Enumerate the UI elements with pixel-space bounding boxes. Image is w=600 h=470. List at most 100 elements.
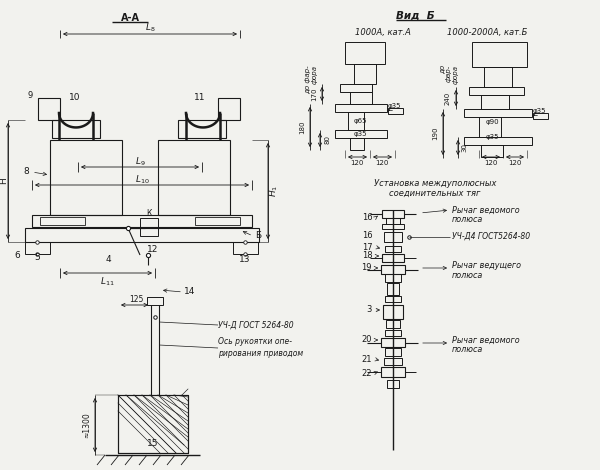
Bar <box>52 120 100 138</box>
Text: 22: 22 <box>361 368 372 377</box>
Bar <box>387 380 399 388</box>
Text: 5: 5 <box>34 253 40 263</box>
Text: 3: 3 <box>367 306 372 314</box>
Bar <box>386 218 400 224</box>
Text: 9: 9 <box>28 91 32 100</box>
Text: полюса: полюса <box>452 214 483 224</box>
Bar <box>25 228 259 242</box>
Bar <box>350 92 372 104</box>
Bar <box>335 130 387 138</box>
Text: φ35: φ35 <box>387 103 401 109</box>
Bar <box>140 218 158 236</box>
Bar <box>382 224 404 229</box>
Bar <box>381 338 405 347</box>
Text: 11: 11 <box>194 93 206 102</box>
Text: до фар-: до фар- <box>305 65 311 94</box>
Bar <box>385 246 401 252</box>
Bar <box>25 242 50 254</box>
Text: Ось рукоятки опе-: Ось рукоятки опе- <box>218 337 292 346</box>
Bar <box>50 140 122 215</box>
Text: фора: фора <box>312 65 318 84</box>
Bar <box>464 109 532 117</box>
Text: $L_{11}$: $L_{11}$ <box>100 276 114 288</box>
Bar <box>381 367 405 377</box>
Text: $L_9$: $L_9$ <box>134 156 145 168</box>
Bar <box>385 330 401 336</box>
Text: 80: 80 <box>324 135 330 144</box>
Text: φ35: φ35 <box>532 108 546 114</box>
Text: Б: Б <box>255 232 261 241</box>
Text: 170: 170 <box>311 87 317 101</box>
Text: 10: 10 <box>69 93 81 102</box>
Bar <box>348 112 364 130</box>
Bar <box>195 217 240 225</box>
Bar <box>464 137 532 145</box>
Bar <box>385 296 401 302</box>
Bar <box>233 242 258 254</box>
Bar <box>382 210 404 218</box>
Bar <box>340 84 372 92</box>
Text: рирования приводом: рирования приводом <box>218 348 303 358</box>
Text: 20: 20 <box>361 336 372 345</box>
Text: 18: 18 <box>362 251 373 260</box>
Text: φ90: φ90 <box>485 119 499 125</box>
Text: 12: 12 <box>148 245 158 254</box>
Text: УЧ-Д ГОСТ 5264-80: УЧ-Д ГОСТ 5264-80 <box>218 321 293 329</box>
Bar <box>388 108 403 114</box>
Bar <box>387 283 399 295</box>
Text: полюса: полюса <box>452 345 483 353</box>
Text: К: К <box>146 210 152 219</box>
Text: УЧ-Д4 ГОСТ5264-80: УЧ-Д4 ГОСТ5264-80 <box>452 232 530 241</box>
Text: 30: 30 <box>461 143 467 152</box>
Bar <box>472 42 527 67</box>
Bar <box>354 64 376 84</box>
Text: 190: 190 <box>432 126 438 140</box>
Text: $L_{10}$: $L_{10}$ <box>134 174 149 186</box>
Text: $L_8$: $L_8$ <box>145 22 155 34</box>
Bar <box>350 138 364 150</box>
Bar <box>469 87 524 95</box>
Text: фар-: фар- <box>446 65 452 82</box>
Bar <box>335 104 387 112</box>
Text: 17: 17 <box>362 243 373 251</box>
Text: Установка междуполюсных: Установка междуполюсных <box>374 179 496 188</box>
Text: Рычаг ведущего: Рычаг ведущего <box>452 261 521 271</box>
Bar <box>118 395 188 453</box>
Bar <box>385 274 401 282</box>
Text: 13: 13 <box>239 256 251 265</box>
Text: 120: 120 <box>484 160 497 166</box>
Text: Рычаг ведомого: Рычаг ведомого <box>452 205 520 214</box>
Bar <box>158 140 230 215</box>
Text: 16: 16 <box>362 230 373 240</box>
Text: $H_1$: $H_1$ <box>268 185 280 197</box>
Text: 21: 21 <box>361 354 372 363</box>
Bar <box>381 265 405 274</box>
Bar <box>345 42 385 64</box>
Text: 4: 4 <box>105 256 111 265</box>
Bar <box>178 120 226 138</box>
Text: соединительных тяг: соединительных тяг <box>389 188 481 197</box>
Bar <box>386 320 400 328</box>
Text: 16: 16 <box>362 213 373 222</box>
Text: 120: 120 <box>376 160 389 166</box>
Text: 1000-2000А, кат.Б: 1000-2000А, кат.Б <box>447 28 527 37</box>
Bar <box>218 98 240 120</box>
Text: 125: 125 <box>129 295 143 304</box>
Text: 120: 120 <box>508 160 521 166</box>
Bar <box>147 297 163 305</box>
Bar <box>479 117 501 137</box>
Text: до: до <box>439 65 445 74</box>
Bar <box>533 113 548 119</box>
Bar <box>32 215 252 227</box>
Bar <box>383 305 403 319</box>
Text: фора: фора <box>453 65 459 84</box>
Text: Рычаг ведомого: Рычаг ведомого <box>452 336 520 345</box>
Text: H: H <box>0 178 8 184</box>
Text: 14: 14 <box>184 288 196 297</box>
Text: φ65: φ65 <box>353 118 367 124</box>
Text: φ35: φ35 <box>353 131 367 137</box>
Text: полюса: полюса <box>452 271 483 280</box>
Bar <box>484 67 512 87</box>
Bar <box>384 232 402 242</box>
Text: 120: 120 <box>350 160 364 166</box>
